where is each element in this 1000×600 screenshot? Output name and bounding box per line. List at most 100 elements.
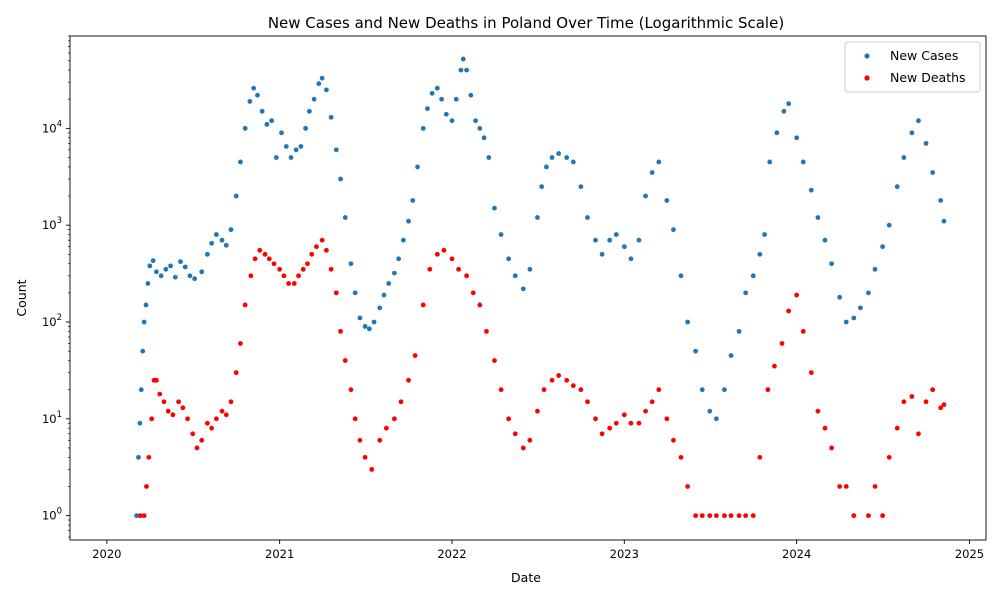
- new-deaths-point: [377, 437, 383, 443]
- new-deaths-point: [527, 437, 533, 443]
- new-deaths-point: [286, 281, 292, 286]
- new-cases-point: [486, 155, 492, 160]
- new-deaths-point: [923, 399, 929, 405]
- new-cases-point: [138, 387, 144, 393]
- new-cases-point: [283, 144, 289, 149]
- new-deaths-point: [512, 431, 518, 437]
- new-cases-point: [678, 273, 684, 279]
- legend: New Cases New Deaths: [844, 41, 981, 93]
- y-tick-label: 100: [42, 507, 62, 523]
- new-cases-point: [269, 118, 275, 124]
- new-deaths-point: [837, 484, 843, 489]
- y-tick-label: 103: [42, 216, 62, 232]
- new-deaths-point: [305, 261, 310, 267]
- new-cases-point: [145, 281, 151, 286]
- new-deaths-point: [930, 387, 936, 393]
- new-cases-point: [866, 290, 871, 296]
- y-tick-label: 101: [42, 410, 62, 426]
- new-deaths-point: [492, 358, 497, 363]
- new-cases-point: [556, 151, 562, 156]
- new-deaths-point: [146, 454, 152, 460]
- new-deaths-point: [822, 425, 828, 431]
- new-deaths-point: [685, 484, 690, 489]
- new-cases-point: [880, 244, 885, 250]
- new-deaths-point: [564, 377, 570, 383]
- new-deaths-point: [277, 266, 283, 272]
- new-deaths-point: [391, 416, 397, 422]
- new-cases-point: [781, 108, 787, 114]
- new-deaths-point: [357, 437, 363, 443]
- chart-title: New Cases and New Deaths in Poland Over …: [268, 14, 784, 32]
- new-deaths-point: [843, 484, 849, 489]
- new-deaths-point: [296, 273, 301, 279]
- new-deaths-point: [728, 513, 734, 519]
- new-cases-point: [815, 215, 821, 220]
- x-tick-label: 2022: [437, 547, 466, 561]
- new-cases-point: [699, 387, 705, 393]
- new-deaths-point: [872, 484, 878, 489]
- new-cases-point: [168, 263, 173, 269]
- x-tick-label: 2021: [265, 547, 294, 561]
- new-deaths-point: [427, 266, 433, 272]
- new-cases-point: [357, 315, 363, 321]
- new-cases-point: [794, 135, 800, 141]
- new-cases-point: [172, 274, 178, 280]
- new-cases-point: [736, 328, 742, 334]
- new-cases-point: [420, 125, 426, 131]
- new-deaths-point: [398, 399, 404, 405]
- new-deaths-point: [161, 399, 167, 405]
- plot-frame: [69, 35, 987, 541]
- new-deaths-point: [144, 484, 149, 489]
- new-deaths-point: [901, 399, 907, 405]
- new-cases-point: [599, 251, 605, 257]
- new-cases-point: [140, 348, 146, 354]
- new-cases-point: [338, 176, 343, 182]
- new-cases-point: [707, 408, 713, 414]
- new-cases-point: [158, 273, 164, 279]
- new-cases-point: [829, 261, 834, 267]
- new-deaths-point: [141, 513, 147, 519]
- y-axis-label: Count: [14, 279, 29, 316]
- new-deaths-point: [636, 420, 642, 426]
- new-deaths-point: [585, 399, 590, 405]
- x-axis-ticks: 2020 2021 2022 2023 2024 2025: [92, 540, 984, 561]
- new-cases-point: [636, 237, 642, 243]
- new-deaths-point: [750, 513, 756, 519]
- new-deaths-point: [520, 445, 526, 451]
- new-cases-point: [570, 159, 576, 165]
- new-cases-point: [251, 85, 257, 91]
- new-cases-point: [328, 114, 334, 120]
- new-cases-point: [400, 237, 406, 243]
- new-cases-point: [396, 256, 402, 262]
- new-deaths-point: [678, 454, 684, 460]
- new-cases-point: [273, 155, 279, 160]
- new-deaths-point: [649, 399, 655, 405]
- new-cases-point: [713, 416, 719, 422]
- new-deaths-point: [434, 251, 440, 257]
- new-cases-point: [786, 101, 792, 107]
- new-cases-point: [288, 155, 294, 160]
- new-cases-point: [228, 227, 234, 233]
- new-cases-point: [613, 232, 619, 237]
- new-cases-point: [319, 75, 325, 81]
- new-deaths-point: [252, 256, 258, 262]
- new-cases-point: [685, 319, 690, 325]
- new-cases-point: [453, 96, 459, 102]
- new-deaths-point: [693, 513, 699, 519]
- new-deaths-point: [185, 416, 190, 422]
- new-cases-point: [843, 319, 849, 325]
- new-cases-point: [498, 232, 504, 237]
- new-deaths-point: [470, 290, 476, 296]
- new-cases-point: [728, 353, 734, 358]
- new-cases-point: [449, 118, 455, 124]
- new-deaths-point: [599, 431, 605, 437]
- new-deaths-point: [223, 412, 229, 418]
- new-cases-point: [154, 269, 159, 275]
- new-cases-point: [247, 98, 253, 104]
- new-cases-point: [649, 170, 655, 175]
- new-deaths-point: [271, 261, 277, 267]
- new-deaths-point: [786, 308, 792, 314]
- new-cases-point: [851, 315, 857, 321]
- new-deaths-point: [219, 408, 225, 414]
- new-deaths-point: [412, 353, 418, 358]
